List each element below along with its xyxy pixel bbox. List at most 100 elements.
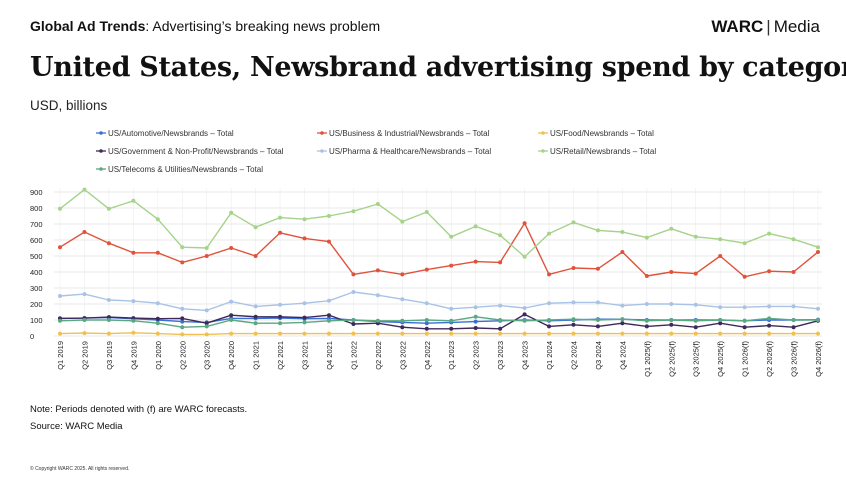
x-tick-label-q3-2022: Q3 2022: [398, 341, 407, 370]
data-point-us-retail-newsbrands-total-q1-2023: [449, 234, 454, 239]
data-point-us-business-industrial-newsbrands-total-q3-2023: [498, 260, 503, 265]
data-point-us-telecoms-utilities-newsbrands-total-q2-2025-f: [669, 318, 674, 322]
data-point-us-government-non-profit-newsbrands-total-q4-2024: [620, 321, 625, 326]
data-point-us-food-newsbrands-total-q2-2019: [82, 331, 87, 336]
data-point-us-business-industrial-newsbrands-total-q1-2025-f: [644, 274, 649, 278]
x-tick-label-q3-2023: Q3 2023: [496, 341, 505, 370]
data-point-us-retail-newsbrands-total-q3-2025-f: [693, 234, 698, 239]
data-point-us-retail-newsbrands-total-q2-2021: [278, 215, 283, 220]
legend-marker-us-retail-newsbrands-total: [541, 149, 545, 153]
x-tick-label-q1-2023: Q1 2023: [447, 341, 456, 370]
data-point-us-telecoms-utilities-newsbrands-total-q4-2024: [620, 317, 625, 322]
data-point-us-pharma-healthcare-newsbrands-total-q2-2020: [180, 306, 185, 311]
data-point-us-telecoms-utilities-newsbrands-total-q1-2021: [253, 321, 258, 326]
x-tick-label-q2-2024: Q2 2024: [569, 341, 578, 370]
data-point-us-telecoms-utilities-newsbrands-total-q2-2021: [278, 321, 283, 326]
chart-units: USD, billions: [30, 98, 108, 113]
data-point-us-retail-newsbrands-total-q4-2023: [522, 254, 527, 259]
data-point-us-food-newsbrands-total-q3-2021: [302, 331, 307, 336]
legend-label-us-food-newsbrands-total: US/Food/Newsbrands – Total: [550, 129, 654, 138]
data-point-us-telecoms-utilities-newsbrands-total-q4-2019: [131, 318, 136, 323]
data-point-us-pharma-healthcare-newsbrands-total-q1-2024: [547, 301, 552, 306]
x-tick-label-q4-2026-f: Q4 2026(f): [814, 341, 823, 377]
data-point-us-food-newsbrands-total-q3-2020: [204, 332, 209, 337]
x-tick-label-q4-2024: Q4 2024: [618, 341, 627, 370]
data-point-us-telecoms-utilities-newsbrands-total-q3-2020: [204, 324, 209, 329]
data-point-us-government-non-profit-newsbrands-total-q3-2021: [302, 315, 307, 320]
x-tick-label-q3-2021: Q3 2021: [301, 341, 310, 370]
data-point-us-government-non-profit-newsbrands-total-q3-2023: [498, 326, 503, 331]
x-tick-label-q1-2025-f: Q1 2025(f): [643, 341, 652, 377]
data-point-us-pharma-healthcare-newsbrands-total-q4-2019: [131, 299, 136, 304]
data-point-us-pharma-healthcare-newsbrands-total-q1-2025-f: [644, 302, 649, 306]
y-tick-label-200: 200: [30, 300, 43, 309]
y-tick-label-700: 700: [30, 220, 43, 229]
data-point-us-telecoms-utilities-newsbrands-total-q1-2020: [155, 321, 160, 326]
data-point-us-pharma-healthcare-newsbrands-total-q1-2022: [351, 290, 356, 294]
series-line-us-business-industrial-newsbrands-total: [59, 222, 819, 278]
x-tick-label-q1-2021: Q1 2021: [252, 341, 261, 370]
data-point-us-retail-newsbrands-total-q2-2019: [82, 187, 87, 192]
data-point-us-retail-newsbrands-total-q3-2026-f: [791, 237, 796, 242]
data-point-us-government-non-profit-newsbrands-total-q2-2024: [571, 322, 576, 327]
data-point-us-telecoms-utilities-newsbrands-total-q3-2026-f: [791, 318, 796, 322]
data-point-us-business-industrial-newsbrands-total-q3-2021: [302, 236, 307, 241]
data-point-us-business-industrial-newsbrands-total-q3-2019: [106, 241, 111, 246]
data-point-us-pharma-healthcare-newsbrands-total-q2-2022: [375, 293, 380, 298]
data-point-us-business-industrial-newsbrands-total-q3-2022: [400, 272, 405, 277]
data-point-us-food-newsbrands-total-q4-2023: [522, 331, 527, 336]
x-tick-label-q4-2020: Q4 2020: [227, 341, 236, 370]
data-point-us-retail-newsbrands-total-q2-2026-f: [767, 231, 772, 236]
legend-marker-us-government-non-profit-newsbrands-total: [99, 149, 103, 153]
data-point-us-business-industrial-newsbrands-total-q1-2020: [155, 250, 160, 255]
data-point-us-pharma-healthcare-newsbrands-total-q1-2026-f: [742, 305, 747, 310]
data-point-us-business-industrial-newsbrands-total-q4-2025-f: [718, 254, 723, 258]
series-line-us-retail-newsbrands-total: [59, 188, 819, 258]
data-point-us-pharma-healthcare-newsbrands-total-q3-2025-f: [693, 302, 698, 307]
data-point-us-government-non-profit-newsbrands-total-q1-2026-f: [742, 325, 747, 330]
data-point-us-telecoms-utilities-newsbrands-total-q4-2026-f: [816, 318, 820, 322]
data-point-us-business-industrial-newsbrands-total-q3-2026-f: [791, 270, 796, 274]
data-point-us-government-non-profit-newsbrands-total-q1-2023: [449, 326, 454, 331]
legend-label-us-retail-newsbrands-total: US/Retail/Newsbrands – Total: [550, 147, 656, 156]
data-point-us-telecoms-utilities-newsbrands-total-q3-2024: [595, 318, 600, 322]
data-point-us-telecoms-utilities-newsbrands-total-q1-2022: [351, 318, 356, 322]
data-point-us-telecoms-utilities-newsbrands-total-q2-2024: [571, 317, 576, 322]
data-point-us-food-newsbrands-total-q1-2023: [449, 331, 454, 336]
x-tick-label-q1-2019: Q1 2019: [56, 341, 65, 370]
data-point-us-government-non-profit-newsbrands-total-q3-2022: [400, 325, 405, 330]
y-tick-label-400: 400: [30, 268, 43, 277]
data-point-us-food-newsbrands-total-q1-2019: [58, 331, 62, 336]
data-point-us-business-industrial-newsbrands-total-q1-2022: [351, 272, 356, 277]
data-point-us-pharma-healthcare-newsbrands-total-q3-2021: [302, 301, 307, 306]
data-point-us-pharma-healthcare-newsbrands-total-q2-2026-f: [767, 304, 772, 309]
data-point-us-pharma-healthcare-newsbrands-total-q3-2022: [400, 297, 405, 302]
data-point-us-government-non-profit-newsbrands-total-q4-2020: [229, 313, 234, 318]
data-point-us-business-industrial-newsbrands-total-q3-2020: [204, 254, 209, 258]
data-point-us-retail-newsbrands-total-q4-2020: [229, 210, 234, 215]
data-point-us-business-industrial-newsbrands-total-q1-2021: [253, 254, 258, 258]
legend-label-us-pharma-healthcare-newsbrands-total: US/Pharma & Healthcare/Newsbrands – Tota…: [329, 147, 491, 156]
brand-name: WARC: [711, 17, 764, 36]
data-point-us-business-industrial-newsbrands-total-q2-2022: [375, 268, 380, 273]
data-point-us-retail-newsbrands-total-q4-2026-f: [816, 245, 820, 250]
data-point-us-telecoms-utilities-newsbrands-total-q1-2025-f: [644, 318, 649, 323]
data-point-us-food-newsbrands-total-q2-2020: [180, 332, 185, 337]
data-point-us-retail-newsbrands-total-q3-2022: [400, 219, 405, 224]
brand-product: Media: [773, 17, 820, 36]
data-point-us-telecoms-utilities-newsbrands-total-q3-2022: [400, 318, 405, 323]
forecast-note: Note: Periods denoted with (f) are WARC …: [30, 404, 248, 415]
data-point-us-pharma-healthcare-newsbrands-total-q4-2021: [326, 298, 331, 303]
x-tick-label-q1-2026-f: Q1 2026(f): [741, 341, 750, 377]
data-point-us-retail-newsbrands-total-q3-2019: [106, 206, 111, 211]
data-point-us-pharma-healthcare-newsbrands-total-q4-2024: [620, 303, 625, 308]
data-point-us-retail-newsbrands-total-q3-2021: [302, 217, 307, 222]
data-point-us-telecoms-utilities-newsbrands-total-q4-2022: [424, 318, 429, 322]
data-point-us-pharma-healthcare-newsbrands-total-q3-2024: [595, 300, 600, 305]
data-point-us-retail-newsbrands-total-q4-2021: [326, 214, 331, 218]
data-point-us-business-industrial-newsbrands-total-q2-2020: [180, 260, 185, 265]
data-point-us-food-newsbrands-total-q3-2022: [400, 331, 405, 336]
data-point-us-retail-newsbrands-total-q2-2025-f: [669, 226, 674, 231]
data-point-us-business-industrial-newsbrands-total-q4-2026-f: [816, 250, 820, 254]
data-point-us-automotive-newsbrands-total-q2-2023: [473, 319, 478, 324]
